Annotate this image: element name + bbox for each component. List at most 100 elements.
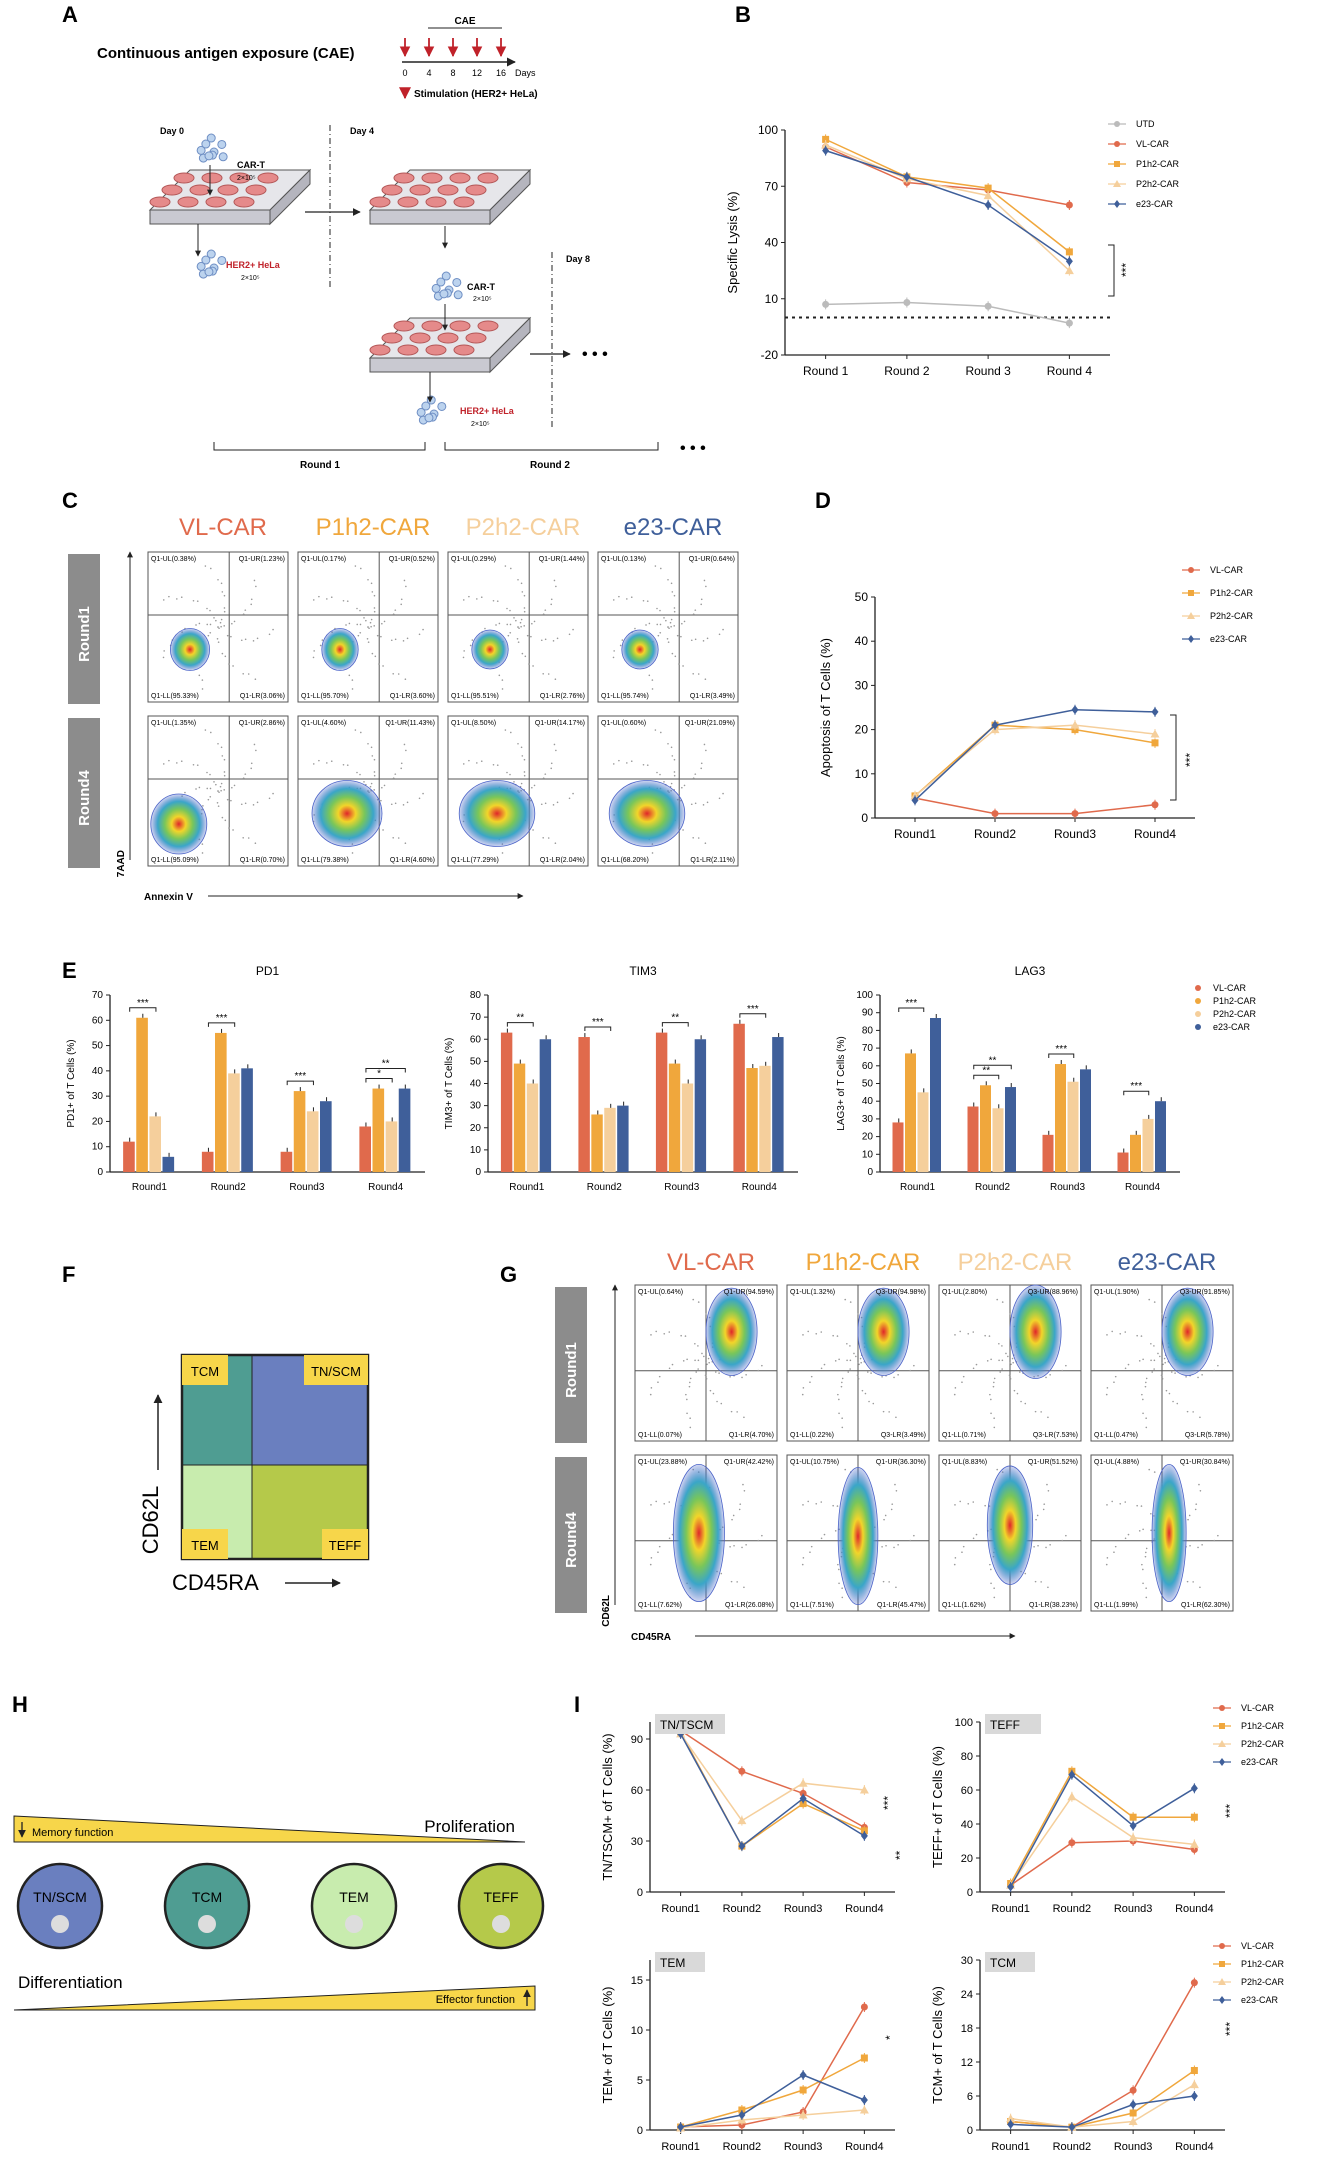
- significance-stars: ***: [1223, 2022, 1237, 2036]
- column-header: VL-CAR: [179, 514, 267, 541]
- scatter-dot: [312, 656, 315, 659]
- scatter-dot: [714, 1371, 717, 1373]
- scatter-dot: [1187, 1518, 1189, 1521]
- scatter-dot: [1141, 1393, 1143, 1396]
- scatter-dot: [1037, 1544, 1039, 1547]
- x-tick-label: Round 1: [803, 364, 849, 378]
- bar-p2h2-car: [149, 1116, 161, 1172]
- scatter-dot: [403, 579, 406, 582]
- scatter-dot: [520, 625, 522, 628]
- density-contour: [857, 1287, 910, 1376]
- x-tick-label: Round4: [1175, 2141, 1214, 2153]
- scatter-dot: [217, 578, 219, 581]
- scatter-dot: [757, 1369, 760, 1372]
- scatter-dot: [895, 1586, 897, 1589]
- scatter-dot: [809, 1551, 811, 1554]
- scatter-dot: [176, 598, 178, 600]
- data-point: [1129, 2109, 1137, 2117]
- flow-plot: Q1-UL(0.38%) Q1-UR(1.23%) Q1-LL(95.33%) Q1-…: [147, 551, 289, 703]
- scatter-dot: [223, 610, 226, 613]
- y-tick-label: 30: [92, 1091, 104, 1102]
- round2-label: Round 2: [530, 460, 570, 471]
- scatter-dot: [1140, 1335, 1143, 1337]
- row-label-box: [68, 554, 100, 704]
- scatter-dot: [207, 634, 210, 637]
- scatter-dot: [897, 1374, 899, 1376]
- scatter-dot: [1111, 1330, 1113, 1333]
- scatter-dot: [700, 603, 703, 606]
- series-line-vl-car: [680, 2006, 866, 2128]
- data-point: [1189, 2080, 1199, 2089]
- scatter-dot: [689, 1417, 691, 1420]
- scatter-dot: [422, 792, 424, 795]
- hela-cluster-icon: [196, 249, 227, 279]
- scatter-dot: [682, 1360, 685, 1362]
- scatter-dot: [673, 774, 676, 777]
- scatter-dot: [694, 1359, 696, 1362]
- scatter-dot: [1042, 1508, 1045, 1511]
- data-point: [991, 720, 999, 730]
- bar-p2h2-car: [228, 1073, 240, 1172]
- scatter-dot: [667, 626, 669, 628]
- data-point: [1129, 2086, 1137, 2094]
- x-tick-label: Round3: [784, 1903, 823, 1915]
- scatter-dot: [351, 679, 354, 681]
- scatter-dot: [807, 1500, 809, 1503]
- well: [453, 196, 475, 208]
- x-tick-label: Round1: [661, 1903, 700, 1915]
- scatter-dot: [521, 591, 524, 593]
- scatter-dot: [859, 1357, 862, 1360]
- bar-e23-car: [320, 1101, 332, 1172]
- scatter-dot: [370, 782, 373, 785]
- scatter-dot: [1045, 1546, 1047, 1549]
- scatter-dot: [371, 652, 374, 655]
- continuation-ellipsis-2: • • •: [680, 440, 706, 457]
- series-line-p1h2-car: [680, 2057, 865, 2128]
- y-tick-label: 20: [862, 1132, 874, 1143]
- scatter-dot: [210, 731, 212, 734]
- bar-p2h2-car: [385, 1121, 398, 1172]
- quadrant-percent: Q1-UR(1.23%): [239, 556, 285, 563]
- scatter-dot: [547, 837, 550, 839]
- scatter-dot: [220, 582, 223, 585]
- bar-e23-car: [617, 1105, 629, 1172]
- scatter-dot: [1142, 1568, 1144, 1571]
- significance-stars: **: [893, 1850, 907, 1860]
- scatter-dot: [231, 786, 233, 789]
- series-line-e23-car: [914, 708, 1156, 801]
- series-line-p2h2-car: [680, 1733, 865, 1822]
- scatter-dot: [1043, 1503, 1046, 1505]
- scatter-dot: [820, 1537, 823, 1540]
- bar-p1h2-car: [591, 1114, 603, 1172]
- series-line-p2h2-car: [680, 2109, 865, 2129]
- data-point: [737, 1816, 747, 1825]
- data-point: [1219, 1943, 1225, 1949]
- data-point: [1190, 1783, 1198, 1793]
- well: [245, 184, 267, 196]
- quadrant-frame: [180, 1353, 370, 1561]
- scatter-dot: [667, 742, 669, 745]
- scatter-dot: [1157, 1352, 1159, 1355]
- x-axis-label: CD45RA: [631, 1632, 671, 1643]
- plate-side: [269, 168, 311, 226]
- data-point: [1071, 705, 1079, 715]
- scatter-dot: [1150, 1512, 1152, 1515]
- stimulation-label: Stimulation (HER2+ HeLa): [414, 89, 538, 100]
- scatter-dot: [673, 625, 676, 627]
- legend-label: e23-CAR: [1241, 1757, 1279, 1767]
- data-point: [738, 1767, 746, 1775]
- y-tick-label: 20: [92, 1116, 104, 1127]
- bar-vl-car: [1117, 1152, 1129, 1172]
- scatter-dot: [659, 623, 662, 626]
- scatter-dot: [168, 595, 170, 598]
- scatter-dot: [1138, 1360, 1141, 1362]
- scatter-dot: [244, 609, 247, 611]
- scatter-dot: [381, 786, 383, 789]
- significance-bracket: [1108, 244, 1115, 297]
- scatter-dot: [881, 1375, 883, 1378]
- scatter-dot: [1186, 1410, 1189, 1413]
- scatter-dot: [654, 565, 657, 567]
- scatter-dot: [223, 789, 226, 791]
- row-label-box: [555, 1457, 587, 1613]
- nucleus: [345, 1915, 363, 1933]
